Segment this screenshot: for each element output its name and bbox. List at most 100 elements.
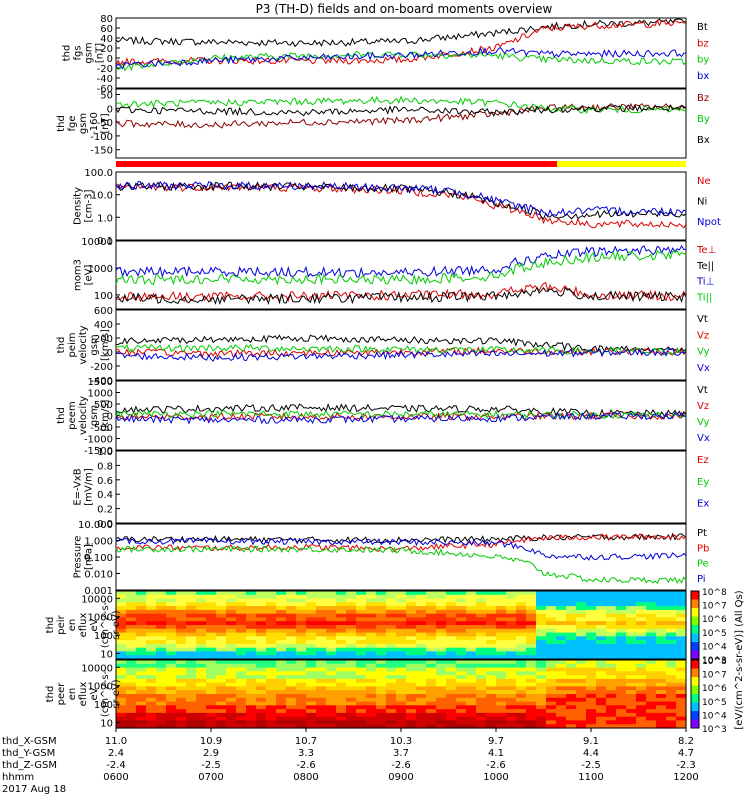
heatmap-cell-1 xyxy=(406,609,417,615)
heatmap-cell-2 xyxy=(596,686,607,691)
heatmap-cell-2 xyxy=(316,678,327,684)
heatmap-cell-2 xyxy=(126,682,137,688)
heatmap-cell-1 xyxy=(166,606,177,611)
y-axis-label: thd xyxy=(56,115,67,132)
heatmap-cell-1 xyxy=(606,598,617,603)
heatmap-cell-1 xyxy=(566,655,577,660)
heatmap-cell-2 xyxy=(466,716,477,722)
legend-entry: Vy xyxy=(697,347,710,358)
heatmap-cell-2 xyxy=(176,712,187,718)
heatmap-cell-2 xyxy=(126,694,137,699)
heatmap-cell-2 xyxy=(616,697,627,703)
heatmap-cell-1 xyxy=(516,591,527,596)
heatmap-cell-2 xyxy=(196,671,207,676)
heatmap-cell-2 xyxy=(246,720,257,725)
heatmap-cell-2 xyxy=(246,660,257,665)
heatmap-cell-2 xyxy=(366,716,377,722)
heatmap-cell-1 xyxy=(326,647,337,653)
heatmap-cell-2 xyxy=(356,701,367,706)
heatmap-cell-2 xyxy=(586,663,597,669)
x-tick-label: 0700 xyxy=(198,772,223,783)
heatmap-cell-2 xyxy=(426,660,437,665)
heatmap-cell-2 xyxy=(266,705,277,710)
heatmap-cell-1 xyxy=(426,625,437,630)
heatmap-cell-1 xyxy=(646,651,657,656)
heatmap-cell-2 xyxy=(336,694,347,699)
heatmap-cell-1 xyxy=(456,636,467,641)
heatmap-cell-2 xyxy=(616,716,627,722)
heatmap-cell-2 xyxy=(346,682,357,688)
heatmap-cell-1 xyxy=(416,647,427,653)
heatmap-cell-1 xyxy=(236,628,247,634)
heatmap-cell-2 xyxy=(486,667,497,672)
heatmap-cell-1 xyxy=(266,591,277,596)
heatmap-cell-2 xyxy=(196,724,207,729)
heatmap-cell-2 xyxy=(616,675,627,680)
heatmap-cell-1 xyxy=(146,598,157,603)
heatmap-cell-1 xyxy=(596,591,607,596)
heatmap-cell-2 xyxy=(506,716,517,722)
heatmap-cell-2 xyxy=(556,671,567,676)
heatmap-cell-1 xyxy=(196,625,207,630)
heatmap-cell-2 xyxy=(196,667,207,672)
heatmap-cell-1 xyxy=(276,617,287,622)
heatmap-cell-2 xyxy=(436,697,447,703)
heatmap-cell-2 xyxy=(666,675,677,680)
heatmap-cell-1 xyxy=(626,594,637,600)
heatmap-cell-2 xyxy=(156,697,167,703)
heatmap-cell-1 xyxy=(176,606,187,611)
x-tick-label: -2.6 xyxy=(296,760,316,771)
heatmap-cell-1 xyxy=(566,628,577,634)
heatmap-cell-2 xyxy=(406,701,417,706)
heatmap-cell-1 xyxy=(616,643,627,649)
heatmap-cell-1 xyxy=(336,602,347,607)
y-tick-label: -20 xyxy=(97,64,113,75)
heatmap-cell-1 xyxy=(346,636,357,641)
heatmap-cell-2 xyxy=(606,671,617,676)
heatmap-cell-2 xyxy=(176,660,187,665)
heatmap-cell-1 xyxy=(626,613,637,619)
heatmap-cell-1 xyxy=(266,655,277,660)
heatmap-cell-1 xyxy=(536,617,547,622)
heatmap-cell-2 xyxy=(496,697,507,703)
heatmap-cell-1 xyxy=(386,632,397,637)
heatmap-cell-1 xyxy=(376,640,387,645)
heatmap-cell-1 xyxy=(466,602,477,607)
heatmap-cell-2 xyxy=(266,675,277,680)
heatmap-cell-2 xyxy=(116,663,127,669)
heatmap-cell-1 xyxy=(626,609,637,615)
heatmap-cell-2 xyxy=(476,701,487,706)
heatmap-cell-2 xyxy=(216,667,227,672)
heatmap-cell-2 xyxy=(426,682,437,688)
heatmap-cell-2 xyxy=(346,705,357,710)
heatmap-cell-2 xyxy=(656,667,667,672)
heatmap-cell-1 xyxy=(206,606,217,611)
heatmap-cell-1 xyxy=(586,621,597,626)
heatmap-cell-1 xyxy=(366,613,377,619)
heatmap-cell-1 xyxy=(186,606,197,611)
heatmap-cell-2 xyxy=(536,694,547,699)
heatmap-cell-1 xyxy=(606,625,617,630)
heatmap-cell-2 xyxy=(326,671,337,676)
heatmap-cell-2 xyxy=(176,667,187,672)
heatmap-cell-2 xyxy=(596,675,607,680)
heatmap-cell-1 xyxy=(156,647,167,653)
heatmap-cell-2 xyxy=(326,720,337,725)
heatmap-cell-2 xyxy=(116,660,127,665)
heatmap-cell-1 xyxy=(626,647,637,653)
heatmap-cell-1 xyxy=(286,640,297,645)
heatmap-cell-1 xyxy=(506,613,517,619)
heatmap-cell-1 xyxy=(406,606,417,611)
heatmap-cell-1 xyxy=(476,643,487,649)
heatmap-cell-2 xyxy=(206,705,217,710)
heatmap-cell-1 xyxy=(406,598,417,603)
heatmap-cell-1 xyxy=(216,602,227,607)
heatmap-cell-2 xyxy=(336,682,347,688)
heatmap-cell-2 xyxy=(366,705,377,710)
heatmap-cell-2 xyxy=(296,663,307,669)
heatmap-cell-2 xyxy=(416,694,427,699)
heatmap-cell-2 xyxy=(436,701,447,706)
heatmap-cell-1 xyxy=(346,651,357,656)
heatmap-cell-2 xyxy=(596,682,607,688)
heatmap-cell-1 xyxy=(156,643,167,649)
